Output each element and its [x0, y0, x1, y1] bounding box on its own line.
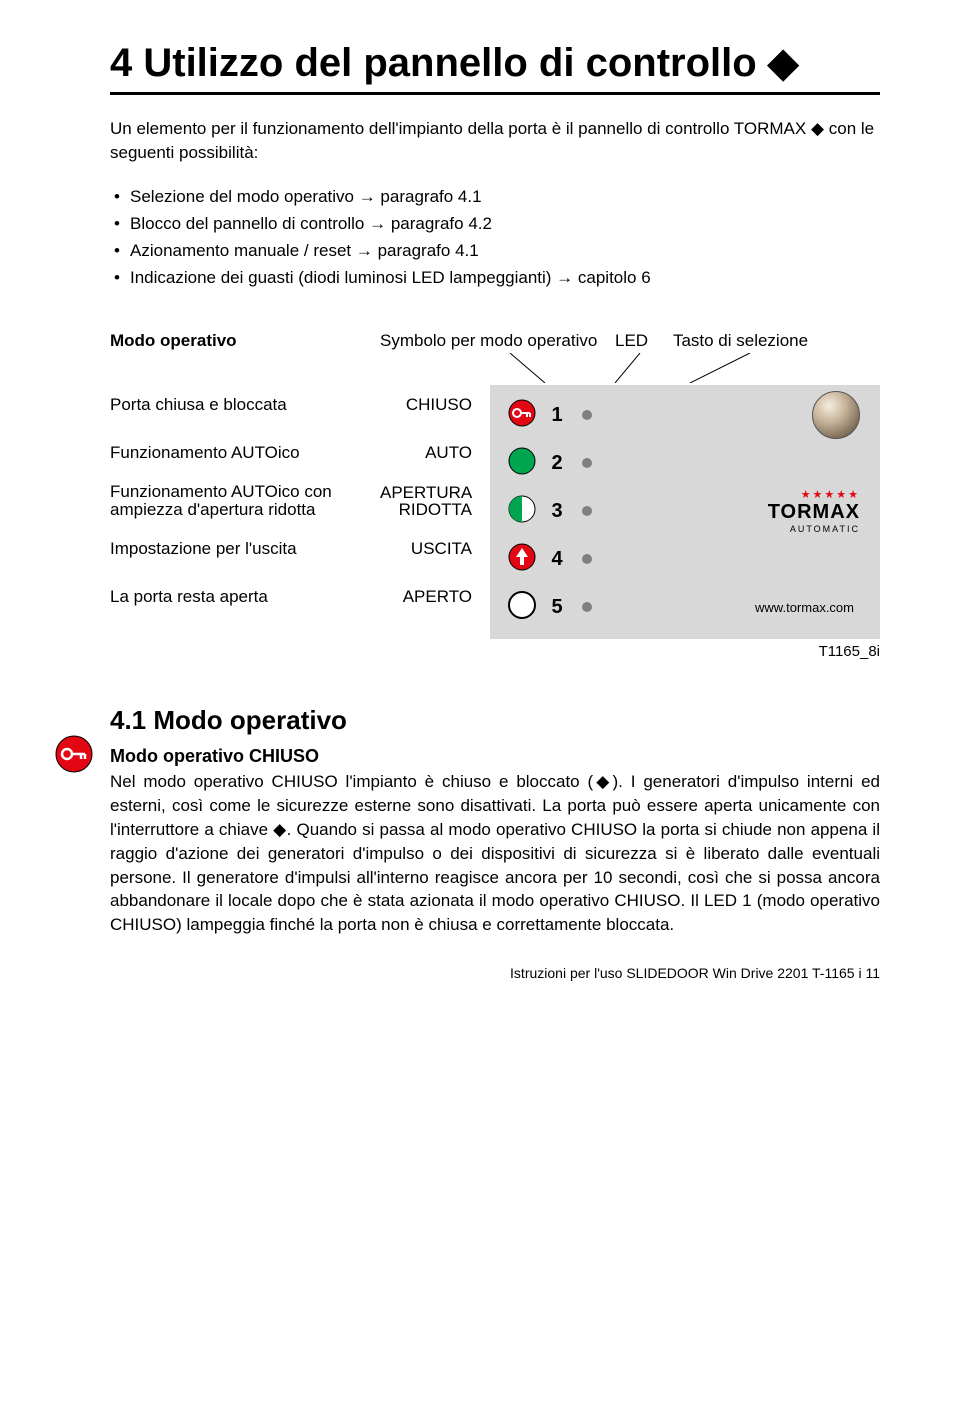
mode-number: 5	[542, 596, 572, 619]
section-subheading: Modo operativo CHIUSO	[110, 746, 880, 767]
list-item: Indicazione dei guasti (diodi luminosi L…	[114, 264, 880, 291]
callout-lines	[380, 353, 810, 383]
led-indicator	[572, 410, 602, 420]
list-item: Blocco del pannello di controllo → parag…	[114, 210, 880, 237]
control-panel-block: Porta chiusa e bloccata Funzionamento AU…	[110, 385, 880, 639]
auto-icon	[508, 447, 542, 480]
mode-number: 4	[542, 548, 572, 571]
panel-header: Modo operativo Symbolo per modo operativ…	[110, 331, 880, 351]
page-title: 4 Utilizzo del pannello di controllo ◆	[110, 40, 880, 86]
reduced-open-icon	[508, 495, 542, 528]
title-divider	[110, 92, 880, 95]
intro-text: Un elemento per il funzionamento dell'im…	[110, 117, 880, 165]
panel-header-mode: Modo operativo	[110, 331, 380, 351]
section-heading: 4.1 Modo operativo	[110, 705, 880, 736]
mode-symbol: USCITA	[411, 539, 472, 559]
exit-icon	[508, 543, 542, 576]
led-indicator	[572, 506, 602, 516]
mode-symbol: AUTO	[425, 443, 472, 463]
brand-logo: ★★★★★ TORMAX AUTOMATIC	[768, 488, 860, 534]
mode-desc: Porta chiusa e bloccata	[110, 396, 380, 415]
led-indicator	[572, 554, 602, 564]
mode-desc: Funzionamento AUTOico	[110, 444, 380, 463]
list-item: Azionamento manuale / reset → paragrafo …	[114, 237, 880, 264]
open-icon	[508, 591, 542, 624]
brand-url: www.tormax.com	[755, 600, 860, 615]
mode-number: 1	[542, 404, 572, 427]
panel-header-selector: Tasto di selezione	[648, 331, 808, 351]
section-4-1: 4.1 Modo operativo Modo operativo CHIUSO…	[110, 705, 880, 937]
mode-desc: Funzionamento AUTOico con ampiezza d'ape…	[110, 483, 380, 520]
section-body: Nel modo operativo CHIUSO l'impianto è c…	[110, 770, 880, 937]
mode-symbol: CHIUSO	[406, 395, 472, 415]
selector-button[interactable]	[812, 391, 860, 439]
panel-header-symbol: Symbolo per modo operativo	[380, 331, 615, 351]
feature-list: Selezione del modo operativo → paragrafo…	[110, 183, 880, 292]
mode-desc: Impostazione per l'uscita	[110, 540, 380, 559]
mode-symbol: APERTURA RIDOTTA	[380, 484, 472, 520]
mode-desc: La porta resta aperta	[110, 588, 380, 607]
mode-symbol: APERTO	[403, 587, 472, 607]
list-item: Selezione del modo operativo → paragrafo…	[114, 183, 880, 210]
led-indicator	[572, 602, 602, 612]
mode-number: 3	[542, 500, 572, 523]
mode-number: 2	[542, 452, 572, 475]
key-icon	[508, 399, 542, 432]
control-panel: 1 2 3 ★★★★★ TORMAX AUTOMATIC	[490, 385, 880, 639]
panel-header-led: LED	[615, 331, 648, 351]
section-key-icon	[55, 735, 95, 937]
figure-reference: T1165_8i	[110, 643, 880, 660]
page-footer: Istruzioni per l'uso SLIDEDOOR Win Drive…	[110, 965, 880, 981]
led-indicator	[572, 458, 602, 468]
